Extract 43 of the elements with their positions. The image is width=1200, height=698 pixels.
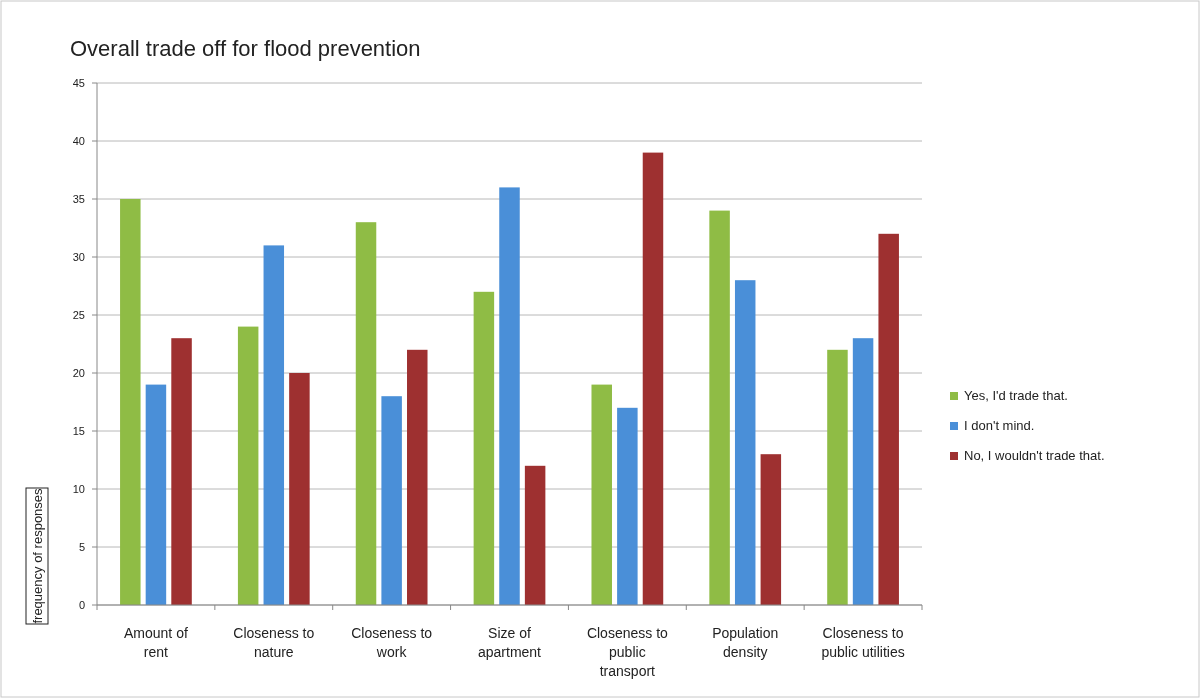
bar bbox=[289, 373, 310, 605]
bar bbox=[355, 222, 377, 605]
bar bbox=[237, 326, 259, 605]
y-tick-label: 5 bbox=[78, 541, 85, 553]
y-axis-title: frequency of responses bbox=[30, 487, 45, 624]
x-tick-label: Closeness to work bbox=[351, 625, 433, 660]
y-tick-label: 40 bbox=[72, 135, 85, 147]
x-tick-label: Closeness to public utilities bbox=[821, 625, 905, 660]
bar bbox=[145, 384, 167, 605]
bar bbox=[591, 384, 612, 605]
y-tick-label: 25 bbox=[72, 309, 85, 321]
x-tick-label: Amount of rent bbox=[124, 625, 188, 660]
bar bbox=[852, 338, 874, 605]
bar bbox=[407, 349, 428, 605]
y-tick-label: 15 bbox=[72, 425, 85, 437]
x-tick-label: Closeness to nature bbox=[233, 625, 315, 660]
legend-label: I don't mind. bbox=[964, 418, 1035, 433]
bar bbox=[499, 187, 520, 605]
bar bbox=[263, 245, 285, 605]
bar bbox=[524, 465, 546, 605]
bar bbox=[760, 454, 782, 605]
bar bbox=[171, 338, 192, 605]
legend-label: Yes, I'd trade that. bbox=[964, 388, 1068, 403]
y-tick-label: 10 bbox=[72, 483, 85, 495]
bar bbox=[734, 280, 756, 605]
bar bbox=[878, 233, 899, 605]
bar bbox=[642, 152, 664, 605]
chart-title: Overall trade off for flood prevention bbox=[70, 36, 421, 61]
y-tick-label: 45 bbox=[72, 77, 85, 89]
y-tick-label: 0 bbox=[78, 599, 85, 611]
bar bbox=[381, 396, 402, 605]
bar bbox=[120, 199, 141, 605]
bar bbox=[709, 210, 730, 605]
x-tick-label: Size of apartment bbox=[477, 625, 542, 660]
y-tick-label: 35 bbox=[72, 193, 85, 205]
y-tick-label: 30 bbox=[72, 251, 85, 263]
legend-label: No, I wouldn't trade that. bbox=[964, 448, 1105, 463]
bar bbox=[473, 291, 495, 605]
bar bbox=[827, 349, 848, 605]
bar bbox=[617, 407, 638, 605]
x-tick-label: Population density bbox=[712, 625, 779, 660]
y-tick-label: 20 bbox=[72, 367, 85, 379]
x-tick-label: Closeness to public transport bbox=[586, 625, 669, 679]
